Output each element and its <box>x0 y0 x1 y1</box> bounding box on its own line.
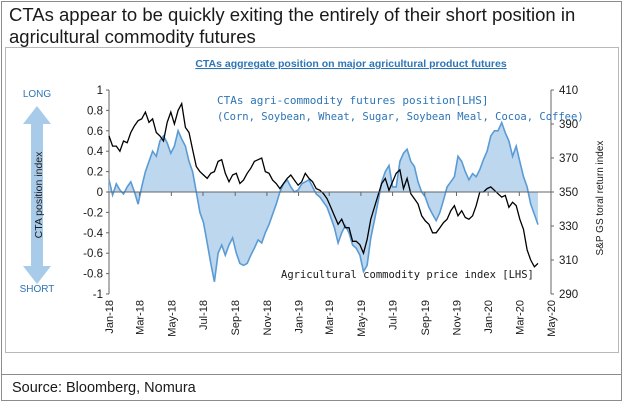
x-tick-label: Sep-18 <box>230 300 242 335</box>
cta-position-area <box>109 122 538 282</box>
x-tick-label: Sep-19 <box>420 300 432 335</box>
left-tick-label: 0.6 <box>87 126 103 138</box>
legend-price-series: Agricultural commodity price index [LHS] <box>281 269 534 281</box>
left-tick-label: -1 <box>93 289 103 301</box>
left-tick-label: -0.6 <box>83 248 103 260</box>
right-tick-label: 310 <box>559 255 578 267</box>
x-tick-label: Jul-18 <box>198 300 210 330</box>
left-tick-label: 0.8 <box>87 105 103 117</box>
short-label: SHORT <box>20 284 55 295</box>
cta-position-line <box>108 120 539 282</box>
x-tick-label: Jan-19 <box>294 300 306 334</box>
left-tick-label: 0.4 <box>87 146 104 158</box>
right-tick-label: 390 <box>559 119 578 131</box>
right-tick-label: 330 <box>559 221 578 233</box>
chart-panel: CTAs aggregate position on major agricul… <box>5 47 619 353</box>
x-tick-label: Mar-18 <box>135 300 147 335</box>
x-tick-label: Mar-20 <box>514 300 526 335</box>
x-tick-label: Nov-19 <box>451 300 463 335</box>
right-tick-label: 290 <box>559 289 578 301</box>
x-tick-label: Jul-19 <box>388 300 400 330</box>
left-tick-label: 1 <box>97 85 103 97</box>
x-tick-label: May-20 <box>546 300 558 337</box>
y-axis-right-label: S&P GS toral return index <box>595 141 606 256</box>
footer-rule <box>1 374 622 375</box>
x-tick-label: Jan-20 <box>483 300 495 334</box>
left-tick-label: -0.8 <box>83 269 103 281</box>
left-tick-label: -0.2 <box>83 207 103 219</box>
legend-cta-series: CTAs agri-commodity futures position[LHS… <box>217 94 489 107</box>
x-tick-label: Jan-18 <box>104 300 116 334</box>
long-label: LONG <box>23 89 52 100</box>
right-tick-label: 370 <box>559 153 578 165</box>
figure-title: CTAs appear to be quickly exiting the en… <box>9 4 576 47</box>
x-tick-label: Mar-19 <box>324 300 336 335</box>
price-index-line <box>108 101 539 268</box>
x-tick-label: May-19 <box>356 300 368 337</box>
legend-cta-series-detail: (Corn, Soybean, Wheat, Sugar, Soybean Me… <box>217 111 584 123</box>
left-tick-label: 0.2 <box>87 167 103 179</box>
right-tick-label: 410 <box>559 85 578 97</box>
chart-title: CTAs aggregate position on major agricul… <box>195 58 506 70</box>
source-note: Source: Bloomberg, Nomura <box>12 380 196 396</box>
long-short-arrow <box>23 106 51 284</box>
left-tick-label: 0 <box>97 187 103 199</box>
x-tick-label: Nov-18 <box>262 300 274 335</box>
right-tick-label: 350 <box>559 187 578 199</box>
left-tick-label: -0.4 <box>83 228 103 240</box>
x-tick-label: May-18 <box>166 300 178 337</box>
chart-svg: CTAs aggregate position on major agricul… <box>20 58 606 337</box>
y-axis-left-label: CTA position index <box>33 151 45 239</box>
